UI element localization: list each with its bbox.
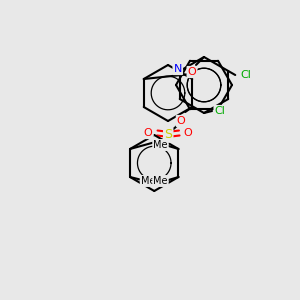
Text: Cl: Cl [241,70,252,80]
Text: O: O [177,116,186,126]
Text: N: N [174,64,182,74]
Text: O: O [144,128,153,138]
Text: Me: Me [141,176,155,186]
Text: Me: Me [153,176,168,186]
Text: O: O [184,128,193,138]
Text: Cl: Cl [214,106,225,116]
Text: Me: Me [153,140,168,150]
Text: O: O [188,67,196,77]
Text: S: S [164,128,172,142]
